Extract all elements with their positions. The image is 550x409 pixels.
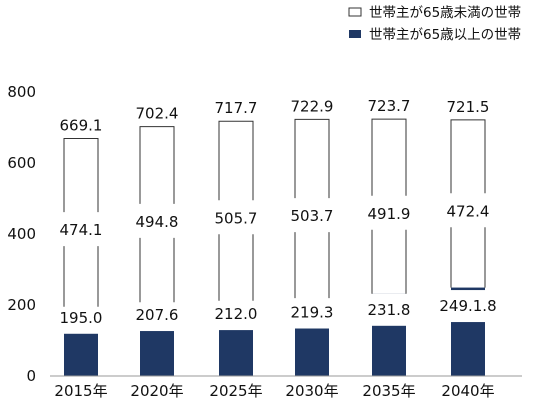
- bar-under-65-upper: [63, 137, 99, 213]
- under-65-label: 503.7: [291, 207, 334, 225]
- total-label: 722.9: [291, 97, 334, 115]
- x-category-label: 2025年: [209, 382, 262, 400]
- bar-65-plus-lower: [140, 331, 174, 376]
- legend-swatch-under-65: [348, 7, 362, 17]
- bar-65-plus-upper: [451, 287, 485, 291]
- over-65-label: 195.0: [60, 309, 103, 327]
- bar-under-65-upper: [294, 118, 330, 199]
- x-category-label: 2035年: [362, 382, 415, 400]
- x-category-label: 2040年: [441, 382, 494, 400]
- bar-65-plus-lower: [451, 322, 485, 376]
- bar-under-65-lower: [294, 232, 330, 299]
- total-label: 669.1: [60, 116, 103, 134]
- bar-under-65-upper: [218, 120, 254, 201]
- legend-swatch-65-plus: [349, 30, 361, 38]
- over-65-label: 249.1.8: [439, 297, 496, 315]
- x-category-label: 2015年: [54, 382, 107, 400]
- bar-under-65-lower: [139, 237, 175, 303]
- y-tick-label: 400: [7, 225, 36, 243]
- total-label: 723.7: [368, 97, 411, 115]
- bar-under-65-lower: [371, 229, 407, 294]
- total-label: 717.7: [215, 99, 258, 117]
- y-tick-label: 600: [7, 154, 36, 172]
- bar-under-65-upper: [371, 118, 407, 196]
- x-category-label: 2030年: [285, 382, 338, 400]
- under-65-label: 472.4: [447, 202, 490, 220]
- bar-under-65-lower: [450, 227, 486, 288]
- x-category-label: 2020年: [130, 382, 183, 400]
- total-label: 721.5: [447, 98, 490, 116]
- over-65-label: 212.0: [215, 305, 258, 323]
- legend-label-65-plus: 世帯主が65歳以上の世帯: [369, 27, 521, 43]
- under-65-label: 505.7: [215, 209, 258, 227]
- bar-under-65-upper: [450, 119, 486, 194]
- bars: [63, 118, 486, 376]
- data-labels: 669.1 474.1 195.0 702.4 494.8 207.6 717.7 505.7…: [60, 97, 497, 327]
- y-axis: 0 200 400 600 800: [7, 83, 36, 385]
- over-65-label: 219.3: [291, 304, 334, 322]
- bar-under-65-lower: [218, 234, 254, 301]
- y-tick-label: 0: [26, 367, 36, 385]
- over-65-label: 207.6: [136, 306, 179, 324]
- x-axis: 2015年 2020年 2025年 2030年 2035年 2040年: [50, 375, 522, 400]
- bar-65-plus-lower: [219, 330, 253, 376]
- y-tick-label: 200: [7, 296, 36, 314]
- legend-label-under-65: 世帯主が65歳未満の世帯: [369, 5, 521, 21]
- bar-65-plus-lower: [64, 333, 98, 376]
- bar-65-plus-lower: [372, 325, 406, 376]
- over-65-label: 231.8: [368, 301, 411, 319]
- bar-under-65-upper: [139, 126, 175, 204]
- y-tick-label: 800: [7, 83, 36, 101]
- bar-65-plus-lower: [295, 328, 329, 376]
- under-65-label: 474.1: [60, 221, 103, 239]
- under-65-label: 494.8: [136, 213, 179, 231]
- total-label: 702.4: [136, 105, 179, 123]
- under-65-label: 491.9: [368, 205, 411, 223]
- bar-under-65-lower: [63, 246, 99, 307]
